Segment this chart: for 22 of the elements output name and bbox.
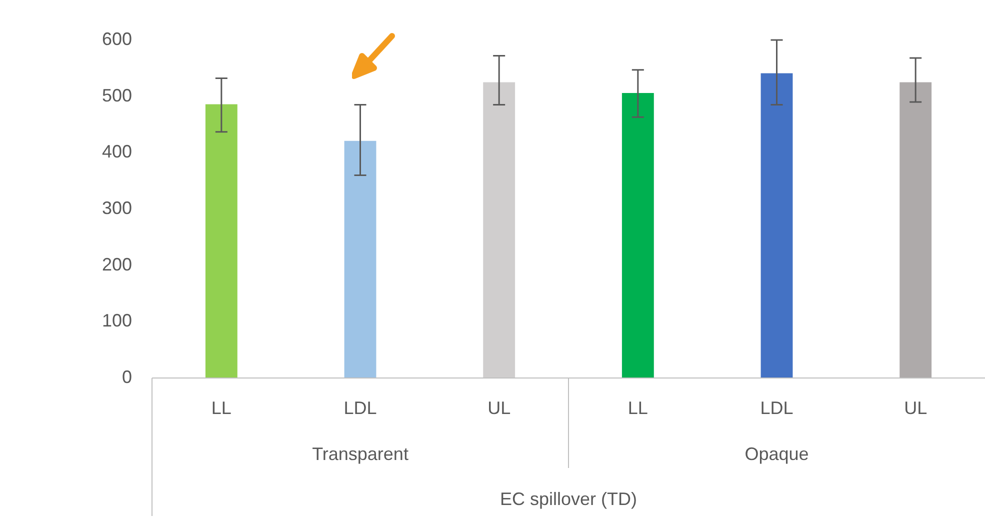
y-tick-label: 0 <box>122 366 132 387</box>
y-tick-label: 100 <box>102 310 132 331</box>
y-tick-label: 200 <box>102 254 132 274</box>
bar <box>622 92 654 378</box>
x-tick-label: LL <box>211 398 232 418</box>
x-axis-title: EC spillover (TD) <box>500 488 638 509</box>
x-tick-label: LL <box>628 398 648 418</box>
y-tick-label: 300 <box>102 198 132 218</box>
text: Opaque <box>744 444 809 464</box>
y-tick-label: 600 <box>102 28 132 49</box>
x-tick-label: UL <box>488 398 511 418</box>
x-tick-label: LDL <box>760 398 794 418</box>
y-tick-label: 400 <box>102 142 132 162</box>
text: Transparent <box>312 444 408 464</box>
x-tick-label: UL <box>904 398 928 418</box>
bar <box>205 104 238 378</box>
y-tick-label: 500 <box>102 85 132 106</box>
bar <box>483 82 516 378</box>
bar <box>344 140 376 378</box>
bar <box>900 82 932 378</box>
x-tick-label: LDL <box>344 398 377 418</box>
bar <box>760 73 793 378</box>
